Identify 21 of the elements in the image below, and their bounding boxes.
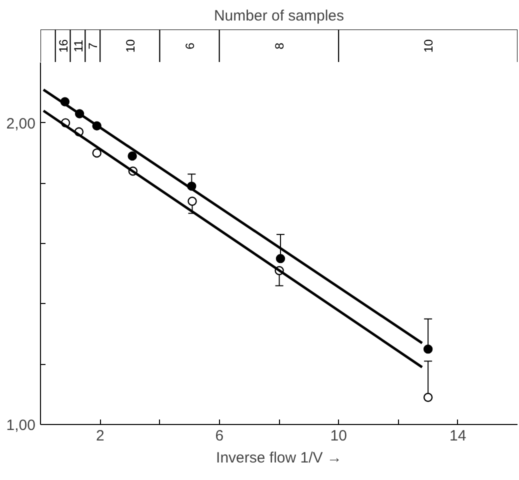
x-tick-label: 10	[330, 428, 347, 444]
y-tick-label: 1,00	[6, 417, 36, 434]
x-tick-label: 2	[96, 428, 104, 444]
point	[128, 151, 137, 161]
point	[188, 196, 197, 206]
chart-title: Number of samples	[214, 8, 344, 24]
point	[276, 254, 286, 264]
point	[423, 392, 433, 402]
point	[423, 344, 433, 354]
x-tick-label: 14	[450, 428, 466, 444]
y-tick-label: 2,00	[6, 115, 36, 132]
point	[92, 148, 102, 158]
x-tick-label: 6	[215, 428, 224, 444]
x-axis-title: Inverse flow 1/V →	[216, 450, 342, 466]
annotation: 10	[123, 39, 138, 53]
annotation: 6	[183, 42, 198, 50]
annotation: 8	[272, 42, 286, 50]
annotation: 7	[86, 42, 100, 50]
annotation: 16	[56, 39, 70, 53]
annotation: 10	[422, 39, 436, 53]
annotation: 11	[71, 39, 86, 52]
